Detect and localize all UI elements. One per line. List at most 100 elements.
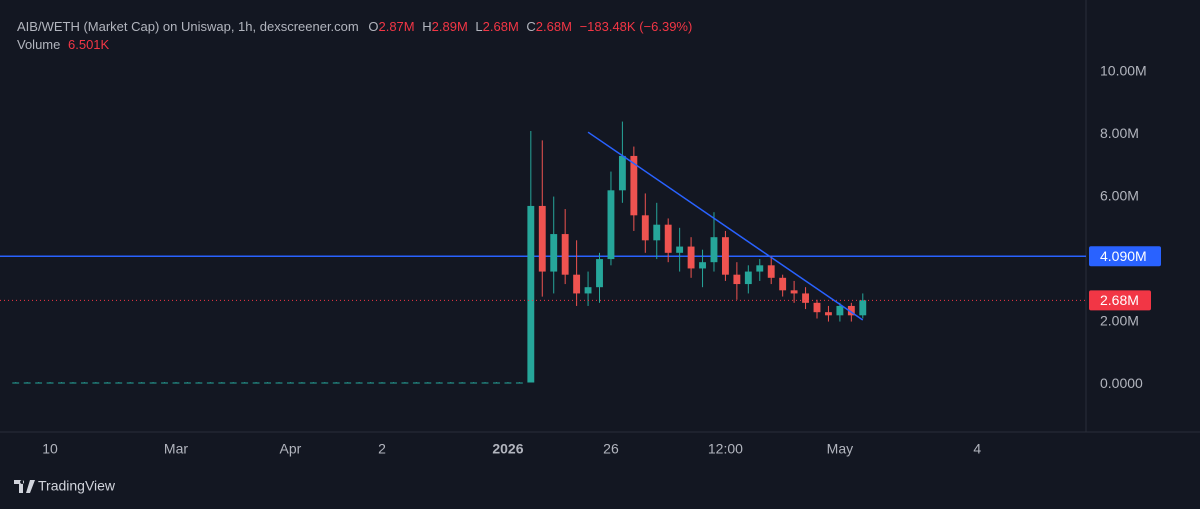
candle-body xyxy=(493,382,500,384)
legend-key: H xyxy=(422,19,431,34)
candle-body xyxy=(287,382,294,384)
hline-badge xyxy=(1089,246,1161,267)
trendline xyxy=(587,131,864,321)
volume-value: 6.501K xyxy=(68,37,110,52)
candle-body xyxy=(309,382,317,384)
legend-value: 2.87M xyxy=(378,19,414,34)
legend-key: L xyxy=(475,19,482,34)
candle-body xyxy=(115,382,123,384)
candle-body xyxy=(664,224,672,253)
candle-body xyxy=(676,246,684,253)
candle-body xyxy=(92,382,100,384)
candle-body xyxy=(69,382,77,384)
x-tick-label: 10 xyxy=(42,441,58,457)
candle-body xyxy=(630,155,638,216)
candle-body xyxy=(241,382,249,384)
candle-body xyxy=(767,265,775,278)
candle-body xyxy=(46,382,54,384)
candle-body xyxy=(470,382,478,384)
y-tick-label: 8.00M xyxy=(1100,125,1139,141)
candle-body xyxy=(412,382,420,384)
candle-body xyxy=(206,382,214,384)
candle-body xyxy=(401,382,409,384)
tradingview-logo xyxy=(14,480,35,493)
candle-body xyxy=(687,246,695,269)
candle-body xyxy=(458,382,466,384)
legend-value: 2.68M xyxy=(536,19,572,34)
y-tick-label: 2.00M xyxy=(1100,312,1139,328)
volume-key: Volume xyxy=(17,37,60,52)
candle-body xyxy=(550,234,558,272)
price-label: 2.68M xyxy=(1100,292,1139,308)
candle-body xyxy=(802,293,809,303)
candle-body xyxy=(607,190,615,260)
legend-key: O xyxy=(368,19,378,34)
volume-legend: Volume 6.501K xyxy=(17,37,110,52)
candle-body xyxy=(23,382,31,384)
candle-body xyxy=(367,382,375,384)
candle-body xyxy=(35,382,43,384)
y-tick-label: 6.00M xyxy=(1100,187,1139,203)
x-tick-label: 12:00 xyxy=(708,441,743,457)
candle-body xyxy=(481,382,489,384)
candle-body xyxy=(378,382,386,384)
x-tick-label: Mar xyxy=(164,441,188,457)
candle-body xyxy=(527,205,535,383)
candle-body xyxy=(790,290,798,294)
candle-body xyxy=(195,382,203,384)
y-tick-label: 10.00M xyxy=(1100,62,1147,78)
candle-body xyxy=(779,277,787,291)
candle-body xyxy=(298,382,306,384)
candle-body xyxy=(355,382,363,384)
candle-body xyxy=(424,382,432,384)
candle-body xyxy=(390,382,397,384)
candle-body xyxy=(825,312,832,316)
candle-body xyxy=(653,224,661,241)
candle-body xyxy=(172,382,180,384)
price-badge xyxy=(1089,290,1151,311)
legend-value: 2.89M xyxy=(432,19,468,34)
candle-body xyxy=(321,382,329,384)
candle-body xyxy=(596,259,603,288)
candle-body xyxy=(641,215,649,241)
candle-body xyxy=(618,155,626,191)
candle-body xyxy=(149,382,157,384)
candle-body xyxy=(756,265,764,272)
hline-label: 4.090M xyxy=(1100,248,1147,264)
x-tick-label: 2 xyxy=(378,441,386,457)
candle-body xyxy=(584,287,592,294)
candle-body xyxy=(504,382,512,384)
candle-body xyxy=(218,382,226,384)
candle-body xyxy=(721,237,729,275)
footer-brand: TradingView xyxy=(38,478,116,494)
candle-body xyxy=(138,382,146,384)
candle-body xyxy=(573,274,581,294)
candle-body xyxy=(12,382,20,384)
candle-body xyxy=(447,382,455,384)
legend-symbol: AIB/WETH (Market Cap) on Uniswap, 1h, de… xyxy=(17,19,359,34)
candle-body xyxy=(836,305,844,316)
candle-body xyxy=(264,382,271,384)
candle-body xyxy=(126,382,134,384)
legend-change: −183.48K (−6.39%) xyxy=(580,19,693,34)
candle-body xyxy=(58,382,65,384)
candle-body xyxy=(561,234,569,275)
candle-body xyxy=(744,271,752,285)
candle-body xyxy=(183,382,191,384)
candle-body xyxy=(275,382,283,384)
candle-body xyxy=(332,382,340,384)
legend: AIB/WETH (Market Cap) on Uniswap, 1h, de… xyxy=(17,19,692,34)
candle-body xyxy=(538,205,546,272)
candle-body xyxy=(859,300,867,316)
candle-body xyxy=(161,382,168,384)
x-tick-label: 2026 xyxy=(492,441,523,457)
x-tick-label: May xyxy=(827,441,853,457)
x-tick-label: 26 xyxy=(603,441,619,457)
legend-key: C xyxy=(526,19,535,34)
y-tick-label: 0.0000 xyxy=(1100,375,1143,391)
candle-body xyxy=(103,382,111,384)
candle-body xyxy=(435,382,443,384)
